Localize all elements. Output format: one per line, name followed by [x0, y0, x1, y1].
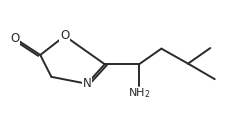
- Text: O: O: [10, 32, 19, 45]
- Text: O: O: [60, 30, 69, 42]
- Text: NH$_2$: NH$_2$: [128, 87, 151, 100]
- Text: N: N: [83, 77, 91, 90]
